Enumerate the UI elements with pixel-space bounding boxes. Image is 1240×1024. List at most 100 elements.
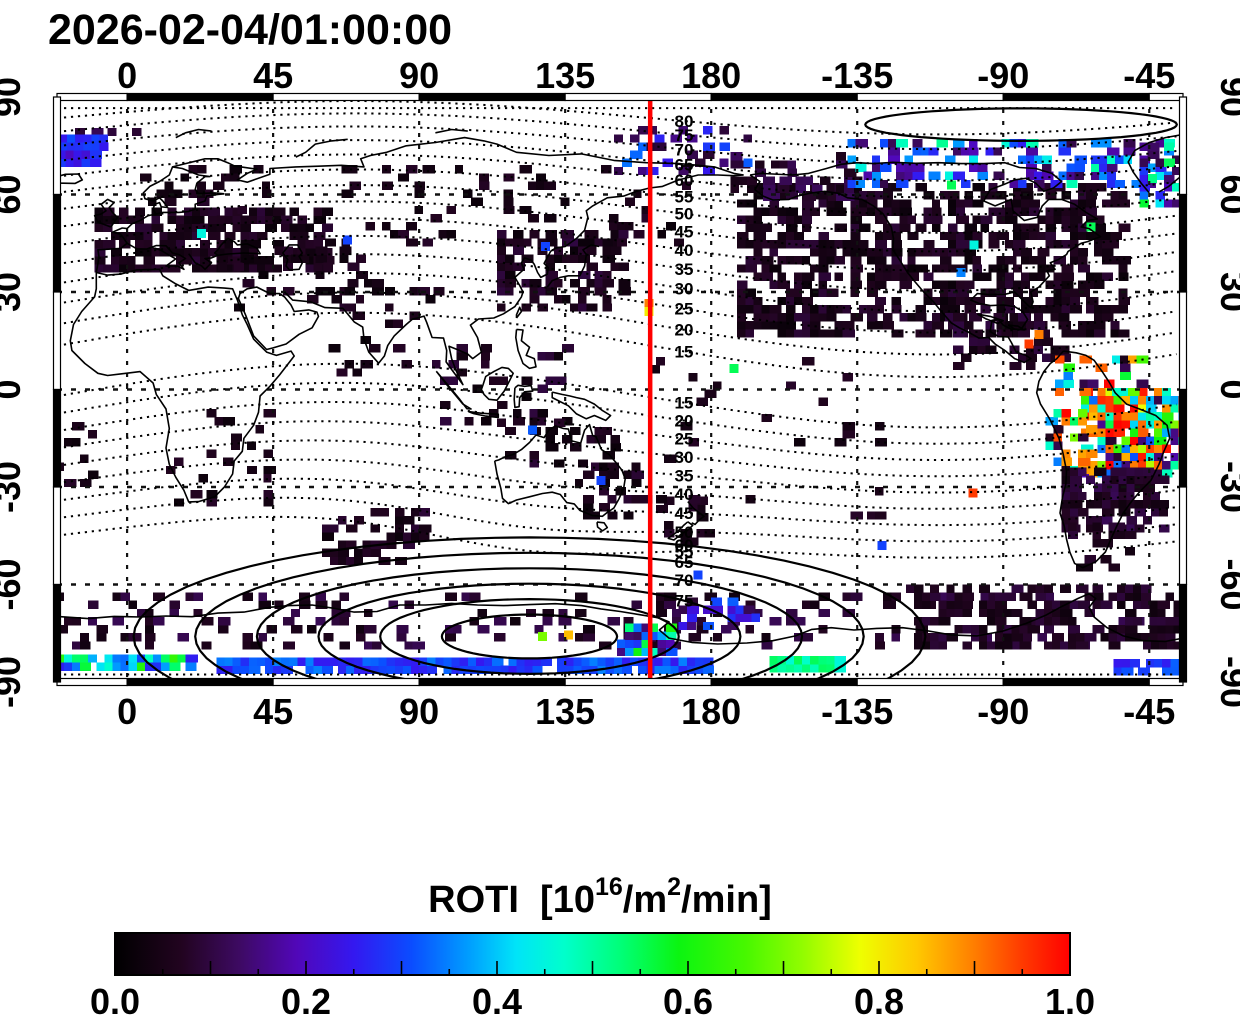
data-cell [745, 223, 758, 233]
data-cell [1113, 659, 1122, 668]
data-cell [621, 158, 632, 168]
data-cell [89, 150, 102, 159]
data-cell [948, 321, 957, 330]
data-cell [826, 288, 839, 298]
data-cell [291, 608, 300, 618]
data-cell [625, 623, 635, 632]
data-cell [834, 207, 847, 216]
data-cell [372, 278, 385, 288]
data-cell [180, 173, 190, 182]
data-cell [988, 288, 998, 298]
data-cell [192, 264, 204, 273]
data-cell [1053, 272, 1064, 281]
data-cell [71, 654, 83, 663]
data-cell [1110, 239, 1119, 249]
data-cell [625, 631, 635, 640]
data-cell [414, 181, 425, 190]
data-cell [172, 189, 183, 198]
data-cell [956, 288, 969, 298]
data-cell [1155, 171, 1168, 181]
data-cell [1116, 600, 1126, 610]
data-cell [193, 592, 203, 601]
data-cell [248, 207, 258, 216]
data-cell [1090, 155, 1101, 164]
data-cell [755, 160, 765, 169]
data-cell [91, 134, 104, 143]
contour-line-south-solid-65 [194, 551, 865, 682]
data-cell [1004, 592, 1017, 601]
data-cell [1115, 179, 1126, 189]
data-cell [153, 592, 165, 601]
data-cell [1077, 508, 1089, 517]
data-cell [102, 239, 116, 249]
data-cell [1172, 183, 1182, 192]
data-cell [200, 223, 210, 233]
data-cell [964, 231, 977, 241]
axis-tick-label-right: -30 [1213, 461, 1240, 513]
data-cell [1035, 616, 1047, 626]
data-cell [818, 397, 828, 406]
data-cell [597, 657, 611, 666]
data-cell [802, 664, 811, 673]
data-cell [1069, 199, 1082, 208]
data-cell [513, 230, 524, 239]
data-cell [1108, 641, 1121, 650]
data-cell [850, 592, 863, 601]
data-cell [497, 278, 508, 288]
data-cell [497, 262, 507, 272]
data-cell [1092, 530, 1102, 540]
data-cell [461, 592, 474, 601]
data-cell [521, 392, 532, 402]
data-cell [1124, 530, 1137, 540]
data-cell [1128, 355, 1137, 364]
data-cell [818, 664, 827, 673]
data-cell [73, 158, 86, 168]
data-cell [826, 304, 839, 314]
data-cell [484, 657, 494, 666]
data-cell [370, 657, 380, 666]
data-cell [503, 173, 515, 182]
data-cell [931, 199, 941, 208]
data-cell [952, 147, 964, 156]
data-cell [1077, 491, 1087, 501]
data-cell-antarctic-yellowgreen [537, 632, 547, 641]
data-cell [842, 430, 855, 439]
data-cell [735, 613, 748, 623]
data-cell [570, 443, 582, 452]
data-cell [940, 304, 952, 314]
data-cell [680, 537, 693, 546]
data-cell [148, 197, 157, 207]
data-cell [216, 657, 228, 666]
data-cell [183, 223, 193, 233]
data-cell [1037, 215, 1050, 224]
data-cell [370, 524, 380, 533]
data-cell [1100, 633, 1109, 642]
data-cell [802, 655, 814, 665]
data-cell [664, 529, 675, 538]
data-cell [1094, 313, 1107, 322]
data-cell [1094, 280, 1105, 289]
data-cell [996, 321, 1007, 330]
data-cell [738, 176, 750, 185]
data-cell [746, 176, 757, 185]
data-cell [875, 633, 884, 642]
axis-tick-label-top: -90 [977, 55, 1029, 96]
data-cell [1045, 215, 1055, 224]
data-cell [63, 662, 76, 671]
data-cell [329, 524, 339, 533]
colorbar-tick-label: 0.0 [90, 981, 140, 1022]
data-cell [1077, 321, 1090, 330]
data-cell [331, 608, 343, 618]
data-cell [1061, 449, 1071, 458]
contour-label: 65 [675, 553, 694, 572]
data-cell [58, 134, 71, 143]
data-cell [703, 126, 713, 135]
data-cell [617, 639, 627, 649]
data-cell [594, 426, 604, 436]
data-cell [641, 647, 652, 657]
data-cell [1134, 475, 1144, 484]
data-cell [594, 434, 607, 444]
data-cell [456, 343, 469, 353]
data-cell [987, 600, 996, 610]
data-cell [719, 142, 730, 151]
